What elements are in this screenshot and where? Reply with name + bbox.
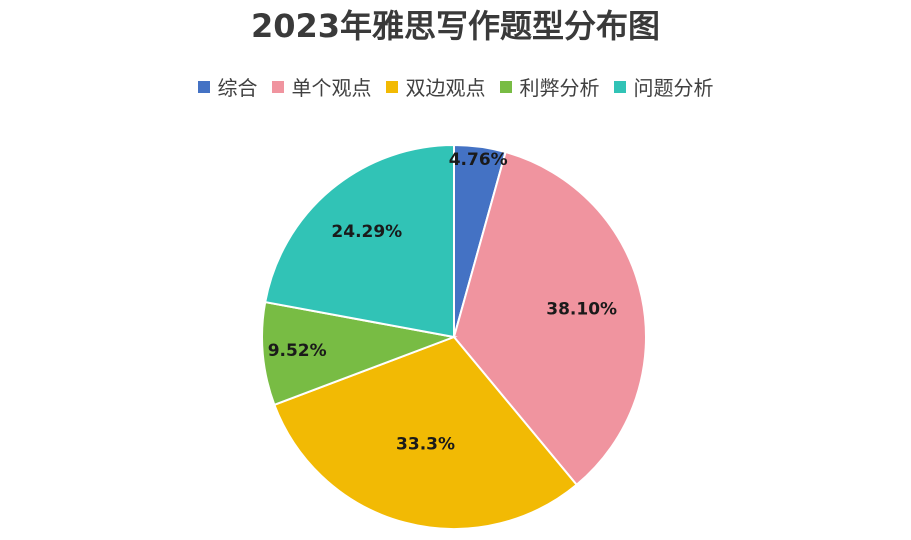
data-label: 38.10% <box>546 300 617 320</box>
legend-swatch <box>385 80 398 93</box>
legend-label: 利弊分析 <box>519 76 600 100</box>
data-label: 33.3% <box>396 435 455 455</box>
legend-item-single-view: 单个观点 <box>271 72 372 101</box>
slice-single-view <box>452 150 647 487</box>
legend-item-zonghe: 综合 <box>197 72 258 101</box>
legend-swatch <box>271 80 284 93</box>
chart-title: 2023年雅思写作题型分布图 <box>250 7 661 45</box>
data-label: 24.29% <box>331 222 402 242</box>
slice-two-views <box>273 335 579 530</box>
slice-pros-cons <box>261 300 458 407</box>
legend-label: 问题分析 <box>633 76 714 100</box>
legend-label: 双边观点 <box>405 76 486 100</box>
slice-problem-analysis <box>264 143 455 339</box>
legend-label: 综合 <box>217 76 258 100</box>
legend-swatch <box>499 80 512 93</box>
legend-label: 单个观点 <box>291 76 372 100</box>
legend-swatch <box>197 80 210 93</box>
legend-item-two-views: 双边观点 <box>385 72 486 101</box>
data-label: 9.52% <box>268 341 327 361</box>
legend-item-problem-analysis: 问题分析 <box>613 72 714 101</box>
legend-item-pros-cons: 利弊分析 <box>499 72 600 101</box>
data-label: 4.76% <box>449 150 508 170</box>
legend: 综合 单个观点 双边观点 利弊分析 问题分析 <box>0 72 911 101</box>
legend-swatch <box>613 80 626 93</box>
